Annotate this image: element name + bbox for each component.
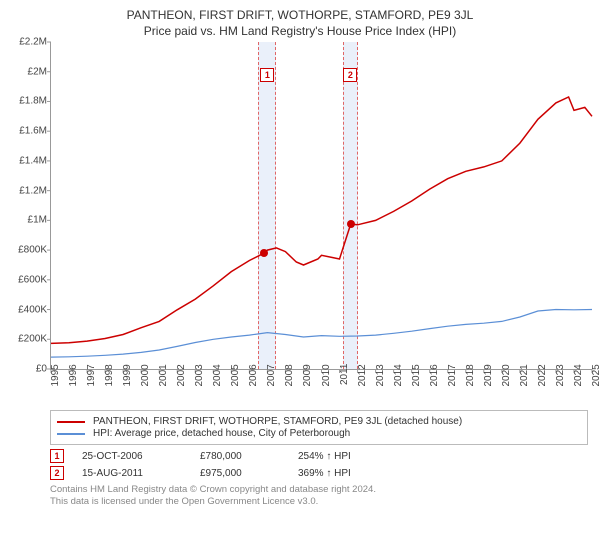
legend-swatch-hpi <box>57 433 85 435</box>
x-tick-label: 2012 <box>357 342 368 372</box>
x-tick-label: 2022 <box>537 342 548 372</box>
transaction-delta: 254% ↑ HPI <box>298 451 351 462</box>
transaction-date: 25-OCT-2006 <box>82 451 182 462</box>
data-point-marker <box>347 220 355 228</box>
y-tick-label: £2M <box>7 66 47 77</box>
title-line1: PANTHEON, FIRST DRIFT, WOTHORPE, STAMFOR… <box>6 8 594 22</box>
y-tick-label: £400K <box>7 304 47 315</box>
y-tick-label: £2.2M <box>7 37 47 48</box>
x-tick-label: 2011 <box>339 342 350 372</box>
chart-container: PANTHEON, FIRST DRIFT, WOTHORPE, STAMFOR… <box>0 0 600 560</box>
chart-lines-svg <box>51 42 592 369</box>
x-tick-label: 2019 <box>483 342 494 372</box>
transaction-date: 15-AUG-2011 <box>82 468 182 479</box>
table-row: 2 15-AUG-2011 £975,000 369% ↑ HPI <box>50 466 588 480</box>
plot-area: £0£200K£400K£600K£800K£1M£1.2M£1.4M£1.6M… <box>50 42 592 370</box>
title-line2: Price paid vs. HM Land Registry's House … <box>6 24 594 38</box>
legend-row: HPI: Average price, detached house, City… <box>57 428 581 439</box>
x-tick-label: 1999 <box>122 342 133 372</box>
x-tick-label: 2007 <box>266 342 277 372</box>
y-tick-label: £1.2M <box>7 185 47 196</box>
chart-titles: PANTHEON, FIRST DRIFT, WOTHORPE, STAMFOR… <box>6 8 594 38</box>
x-tick-label: 2018 <box>465 342 476 372</box>
x-tick-label: 2025 <box>591 342 600 372</box>
x-tick-label: 2009 <box>302 342 313 372</box>
x-tick-label: 2016 <box>429 342 440 372</box>
x-tick-label: 2024 <box>573 342 584 372</box>
transactions-table: 1 25-OCT-2006 £780,000 254% ↑ HPI 2 15-A… <box>50 449 588 480</box>
legend-swatch-property <box>57 421 85 423</box>
x-tick-label: 2001 <box>158 342 169 372</box>
legend-label: HPI: Average price, detached house, City… <box>93 428 350 439</box>
y-tick-label: £1.4M <box>7 155 47 166</box>
y-tick-label: £800K <box>7 245 47 256</box>
x-tick-label: 2004 <box>212 342 223 372</box>
x-tick-label: 2000 <box>140 342 151 372</box>
transaction-delta: 369% ↑ HPI <box>298 468 351 479</box>
x-tick-label: 2023 <box>555 342 566 372</box>
x-tick-label: 2021 <box>519 342 530 372</box>
x-tick-label: 2017 <box>447 342 458 372</box>
event-badge: 2 <box>343 68 357 82</box>
table-row: 1 25-OCT-2006 £780,000 254% ↑ HPI <box>50 449 588 463</box>
x-tick-label: 2008 <box>284 342 295 372</box>
legend-label: PANTHEON, FIRST DRIFT, WOTHORPE, STAMFOR… <box>93 416 462 427</box>
x-tick-label: 1998 <box>104 342 115 372</box>
x-tick-label: 2005 <box>230 342 241 372</box>
x-tick-label: 2015 <box>411 342 422 372</box>
x-tick-label: 2006 <box>248 342 259 372</box>
x-tick-label: 1996 <box>68 342 79 372</box>
transaction-price: £780,000 <box>200 451 280 462</box>
legend: PANTHEON, FIRST DRIFT, WOTHORPE, STAMFOR… <box>50 410 588 445</box>
transaction-badge: 2 <box>50 466 64 480</box>
x-tick-label: 2002 <box>176 342 187 372</box>
event-badge: 1 <box>260 68 274 82</box>
y-tick-label: £1M <box>7 215 47 226</box>
x-axis-ticks: 1995199619971998199920002001200220032004… <box>50 370 592 404</box>
y-tick-label: £200K <box>7 334 47 345</box>
y-tick-label: £0 <box>7 364 47 375</box>
data-point-marker <box>260 249 268 257</box>
x-tick-label: 2014 <box>393 342 404 372</box>
footnote: Contains HM Land Registry data © Crown c… <box>50 484 588 509</box>
transaction-price: £975,000 <box>200 468 280 479</box>
x-tick-label: 2013 <box>375 342 386 372</box>
legend-row: PANTHEON, FIRST DRIFT, WOTHORPE, STAMFOR… <box>57 416 581 427</box>
y-tick-label: £600K <box>7 274 47 285</box>
transaction-badge: 1 <box>50 449 64 463</box>
y-tick-label: £1.6M <box>7 126 47 137</box>
x-tick-label: 2010 <box>321 342 332 372</box>
x-tick-label: 1997 <box>86 342 97 372</box>
x-tick-label: 2020 <box>501 342 512 372</box>
footnote-line: This data is licensed under the Open Gov… <box>50 496 588 508</box>
x-tick-label: 2003 <box>194 342 205 372</box>
y-tick-label: £1.8M <box>7 96 47 107</box>
x-tick-label: 1995 <box>50 342 61 372</box>
series-property <box>51 97 592 343</box>
footnote-line: Contains HM Land Registry data © Crown c… <box>50 484 588 496</box>
